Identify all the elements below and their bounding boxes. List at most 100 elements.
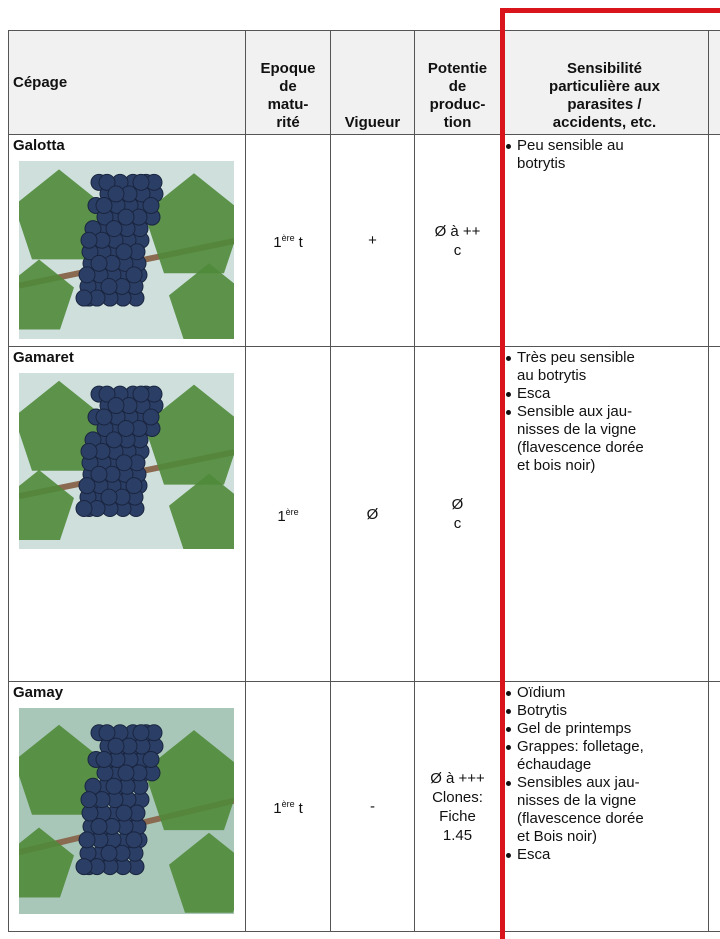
grape [125,831,143,849]
grape [117,208,135,226]
grape [78,831,96,849]
text-line: Sensibilité [566,60,643,77]
variety-cell: Gamaret [8,346,246,682]
text-line: tion [443,114,472,131]
leaf [144,730,234,831]
cut-cell [708,134,720,347]
text-line: botrytis [517,155,566,172]
text-line: Clones: [432,788,483,806]
text-line: Cépage [13,73,68,91]
grape [117,764,135,782]
text-line: Sensibles aux jau- [517,774,640,791]
highlight-border [500,8,720,13]
text-line: de [448,78,467,95]
maturity-cell: 1ère [245,346,331,682]
maturity-cell: 1ère t [245,134,331,347]
text-line: Fiche [439,807,476,825]
text-line: Vigueur [344,114,401,131]
maturity-number: 1 [277,507,286,525]
sensitivity-item: Gel de printemps [506,720,704,738]
text-line: Oïdium [517,684,566,701]
sensitivity-list: Très peu sensible au botrytis Esca Sensible… [505,349,704,475]
text-line: Esca [517,385,551,402]
grape [125,477,143,495]
potential-cell: Ø à ++ c [414,134,501,347]
text-line: Peu sensible au [517,137,624,154]
vigor-cell: Ø [330,346,415,682]
cut-cell [708,346,720,682]
grape [142,408,160,426]
text-line: et Bois noir) [517,828,598,845]
column-header: Sensibilité particulière aux parasites / ac… [500,30,709,135]
table-body: Galotta 1ère t + Ø à ++ c Peu sensible au botry… [8,134,720,932]
maturity-rest: t [298,800,303,817]
grape [105,220,123,238]
grape [98,173,116,191]
sensitivity-item: Sensible aux jau-nisses de la vigne (flav… [506,403,704,475]
grape [117,419,135,437]
text-line: (flavescence dorée [517,810,644,827]
column-header: Potentie de produc-tion [414,30,501,135]
grape [115,243,133,261]
grape [142,751,160,768]
grape [100,844,118,862]
grape [75,858,93,876]
grape [95,197,113,214]
grape [142,197,160,214]
text-line: accidents, etc. [552,114,657,131]
leaf [169,263,234,339]
text-line: Très peu sensible [517,349,635,366]
grape [90,254,108,272]
leaf [169,832,234,913]
leaf [144,384,234,485]
grape [132,385,150,403]
variety-name: Gamay [13,684,64,701]
variety-cell: Galotta [8,134,246,347]
text-line: Esca [517,846,551,863]
table-row: Gamay 1ère t - Ø à +++ Clones: Fiche 1.45 Oïdium… [8,681,720,932]
grape [78,477,96,495]
vigor: Ø [366,505,379,523]
column-header: Cépage [8,30,246,135]
text-line: nisses de la vigne [517,421,637,438]
leaf [19,259,74,330]
text-line: Gel de printemps [517,720,632,737]
grape [80,231,98,249]
grape [90,817,108,835]
sensitivity-item: Sensibles aux jau-nisses de la vigne (fla… [506,774,704,846]
grape-photo [19,708,234,914]
grape [95,751,113,768]
maturity-superscript: ère [281,233,295,243]
leaf [144,173,234,274]
text-line: parasites / [567,96,642,113]
sensitivity-item: Esca [506,846,704,864]
grape [132,724,150,742]
sensitivity-cell: Peu sensible au botrytis [500,134,709,347]
text-line: rité [276,114,300,131]
column-header: Epoque de matu-rité [245,30,331,135]
grape-table: Cépage Epoque de matu-rité Vigueur Potentie de… [8,30,720,932]
text-line: 1.45 [442,826,473,844]
text-line: Ø à +++ [430,769,485,787]
maturity-number: 1 [273,800,282,817]
text-line: Potentie [427,60,488,77]
text-line: et bois noir) [517,457,596,474]
potential-cell: Ø à +++ Clones: Fiche 1.45 [414,681,501,932]
vigor: + [368,232,377,249]
table-row: Galotta 1ère t + Ø à ++ c Peu sensible au botry… [8,134,720,347]
column-header: Vigueur [330,30,415,135]
sensitivity-item: Grappes: folletage, échaudage [506,738,704,774]
grape-photo [19,373,234,549]
grape [98,385,116,403]
maturity-superscript: ère [281,799,295,809]
grape [78,266,96,284]
text-line: Botrytis [517,702,568,719]
leaf [169,473,234,549]
grape [95,408,113,426]
text-line: Ø [451,496,464,513]
grape [105,777,123,795]
grape [90,465,108,483]
grape [80,791,98,809]
